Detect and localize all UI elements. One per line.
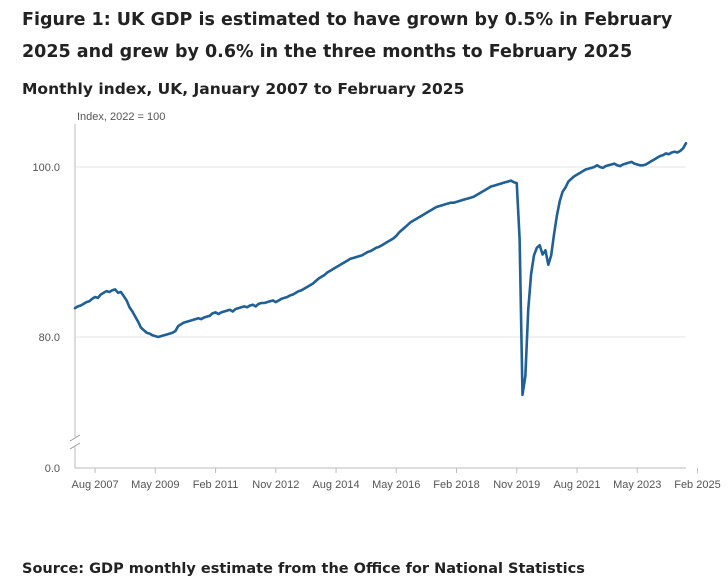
y-tick-label: 100.0 xyxy=(32,162,60,174)
x-tick-label: May 2023 xyxy=(613,479,661,491)
chart-subtitle: Monthly index, UK, January 2007 to Febru… xyxy=(22,80,465,98)
x-tick-label: Nov 2012 xyxy=(252,479,299,491)
x-tick-label: Aug 2014 xyxy=(312,479,359,491)
source-note: Source: GDP monthly estimate from the Of… xyxy=(22,561,585,577)
chart-title: Figure 1: UK GDP is estimated to have gr… xyxy=(22,10,673,62)
x-tick-label: Aug 2021 xyxy=(553,479,600,491)
y-axis-break-marker xyxy=(69,434,81,450)
y-tick-label: 0.0 xyxy=(45,463,60,475)
gridlines xyxy=(75,166,686,338)
x-ticks: Aug 2007 May 2009 Feb 2011 Nov 2012 Aug 2014… xyxy=(72,468,721,491)
series-line-gdp-index xyxy=(73,141,688,397)
y-tick-label: 80.0 xyxy=(39,332,60,344)
x-tick-label: May 2009 xyxy=(131,479,179,491)
series xyxy=(73,141,688,397)
x-tick-label: May 2016 xyxy=(372,479,420,491)
x-tick-label: Nov 2019 xyxy=(493,479,540,491)
y-axis-unit-label: Index, 2022 = 100 xyxy=(77,111,165,123)
x-tick-label: Feb 2018 xyxy=(433,479,479,491)
axes: Index, 2022 = 100 xyxy=(69,111,686,469)
x-tick-label: Feb 2025 xyxy=(674,479,720,491)
x-tick-label: Aug 2007 xyxy=(72,479,119,491)
x-tick-label: Feb 2011 xyxy=(193,479,239,491)
y-tick-labels: 100.0 80.0 0.0 xyxy=(32,162,60,475)
